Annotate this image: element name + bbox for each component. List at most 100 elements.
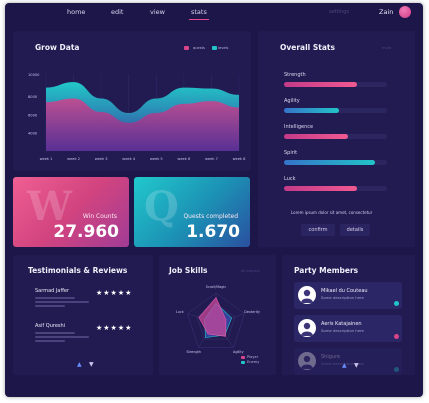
radar-axis-label: Luck [176, 310, 184, 314]
y-tick-label: 8000 [28, 95, 38, 99]
legend-label-quests: quests [193, 46, 205, 50]
radar-legend-swatch-player [241, 356, 245, 359]
testimonials-prev-button[interactable]: ▲ [77, 361, 82, 368]
nav-edit[interactable]: edit [111, 8, 124, 16]
stat-label-luck: Luck [284, 176, 296, 182]
overall-stats-title: Overall Stats [280, 43, 335, 52]
radar-grid-ring [196, 302, 236, 340]
user-avatar[interactable] [399, 6, 411, 18]
stat-bar-fill [284, 108, 339, 113]
overall-more-link[interactable]: more [382, 46, 392, 50]
win-counts-card[interactable]: W Win Counts 27.960 [13, 177, 129, 247]
legend-swatch-levels [212, 46, 217, 50]
x-tick-label: week 7 [205, 157, 218, 161]
x-tick-label: week 3 [95, 157, 108, 161]
review-text-line [35, 297, 75, 299]
card-watermark-q: Q [144, 183, 179, 230]
grow-area-chart: 10000 8000 6000 4000 week 1 week 2 week 3 week … [28, 73, 247, 161]
party-members-panel: Party Members Mikael du Couteau Some desc… [282, 255, 415, 375]
radar-series-player [198, 296, 227, 337]
quests-completed-card[interactable]: Q Quests completed 1.670 [134, 177, 250, 247]
x-tick-label: week 5 [150, 157, 163, 161]
member-avatar-icon [298, 352, 316, 370]
y-tick-label: 10000 [28, 73, 40, 77]
card-watermark-w: W [27, 183, 72, 230]
legend-swatch-quests [184, 46, 189, 50]
stat-bar-spirit [284, 160, 387, 165]
review-text-line [35, 336, 89, 338]
stat-bar-fill [284, 134, 348, 139]
grow-data-title: Grow Data [35, 43, 80, 52]
radar-axis-label: Dexterity [244, 310, 260, 314]
member-avatar-icon [298, 319, 316, 337]
review-text-line [35, 340, 65, 342]
stat-bar-fill [284, 160, 375, 165]
member-description: Some description here [321, 295, 364, 300]
legend-label-levels: levels [218, 46, 229, 50]
stat-bar-fill [284, 186, 358, 191]
confirm-button[interactable]: confirm [301, 224, 335, 236]
member-name: Shigure [321, 354, 341, 360]
stat-label-intelligence: Intelligence [284, 124, 314, 130]
job-skills-panel: Job Skills all players Scroll/Magic Dexte… [159, 255, 276, 375]
win-counts-label: Win Counts [82, 213, 117, 220]
stats-caption: Lorem ipsum dolor sit amet, consectetur [291, 210, 373, 215]
testimonials-title: Testimonials & Reviews [28, 266, 128, 275]
nav-stats[interactable]: stats [189, 8, 209, 20]
review-name-1: Sarmad Jaffer [35, 288, 70, 294]
member-description: Some description here [321, 361, 364, 366]
stat-label-spirit: Spirit [284, 150, 298, 156]
radar-legend-player: Player [247, 355, 259, 359]
x-tick-label: week 4 [122, 157, 136, 161]
party-members-title: Party Members [294, 266, 359, 275]
overall-stats-panel: Overall Stats more Strength Agility Intell… [258, 31, 415, 247]
quests-completed-value: 1.670 [186, 222, 240, 242]
stat-bar-agility [284, 108, 387, 113]
stat-bar-strength [284, 82, 387, 87]
review-text-line [35, 301, 89, 303]
member-status-dot [394, 367, 399, 372]
review-stars-2: ★★★★★ [96, 324, 133, 332]
party-member-card[interactable]: Mikael du Couteau Some description here [294, 282, 402, 309]
x-tick-label: week 6 [177, 157, 191, 161]
nav-view[interactable]: view [150, 8, 165, 16]
testimonials-panel: Testimonials & Reviews Sarmad Jaffer ★★★… [13, 255, 153, 375]
radar-axis-label: Scroll/Magic [206, 285, 227, 289]
review-text-line [35, 305, 65, 307]
x-tick-label: week 2 [67, 157, 80, 161]
member-name: Aeris Katajainen [321, 321, 362, 327]
party-member-card[interactable]: Aeris Katajainen Some description here [294, 315, 402, 342]
party-member-card[interactable]: Shigure Some description here [294, 348, 402, 375]
testimonials-next-button[interactable]: ▼ [89, 361, 94, 368]
member-status-dot [394, 334, 399, 339]
area-series-quests [46, 98, 239, 151]
stat-bar-luck [284, 186, 387, 191]
review-text-line [35, 332, 75, 334]
legend-swatch-levels-label: levels [212, 46, 229, 50]
nav-home[interactable]: home [67, 8, 86, 16]
job-skills-filter[interactable]: all players [241, 269, 260, 273]
stat-label-strength: Strength [284, 72, 306, 78]
radar-axis-label: Strength [186, 350, 201, 354]
top-nav: home edit view stats settings Zain [5, 3, 423, 25]
details-button[interactable]: details [340, 224, 370, 236]
member-status-dot [394, 301, 399, 306]
nav-settings-link[interactable]: settings [329, 9, 349, 15]
y-tick-label: 4000 [28, 131, 38, 135]
radar-axis-label: Agility [233, 350, 244, 354]
review-stars-1: ★★★★★ [96, 289, 133, 297]
party-next-button[interactable]: ▼ [354, 362, 359, 369]
job-skills-title: Job Skills [169, 266, 208, 275]
stat-label-agility: Agility [284, 98, 300, 104]
x-tick-label: week 8 [233, 157, 247, 161]
member-description: Some description here [321, 328, 364, 333]
radar-legend-swatch-enemy [241, 361, 245, 364]
party-prev-button[interactable]: ▲ [342, 362, 347, 369]
grow-data-panel: Grow Data quests levels 10000 8000 6000 400… [13, 31, 251, 171]
stat-bar-intelligence [284, 134, 387, 139]
win-counts-value: 27.960 [53, 222, 119, 242]
job-skills-radar: Scroll/Magic Dexterity Agility Strength Luck [176, 285, 260, 354]
radar-legend-enemy: Enemy [247, 360, 260, 364]
radar-grid-ring [187, 292, 245, 348]
dashboard-window: home edit view stats settings Zain Grow … [5, 3, 423, 397]
